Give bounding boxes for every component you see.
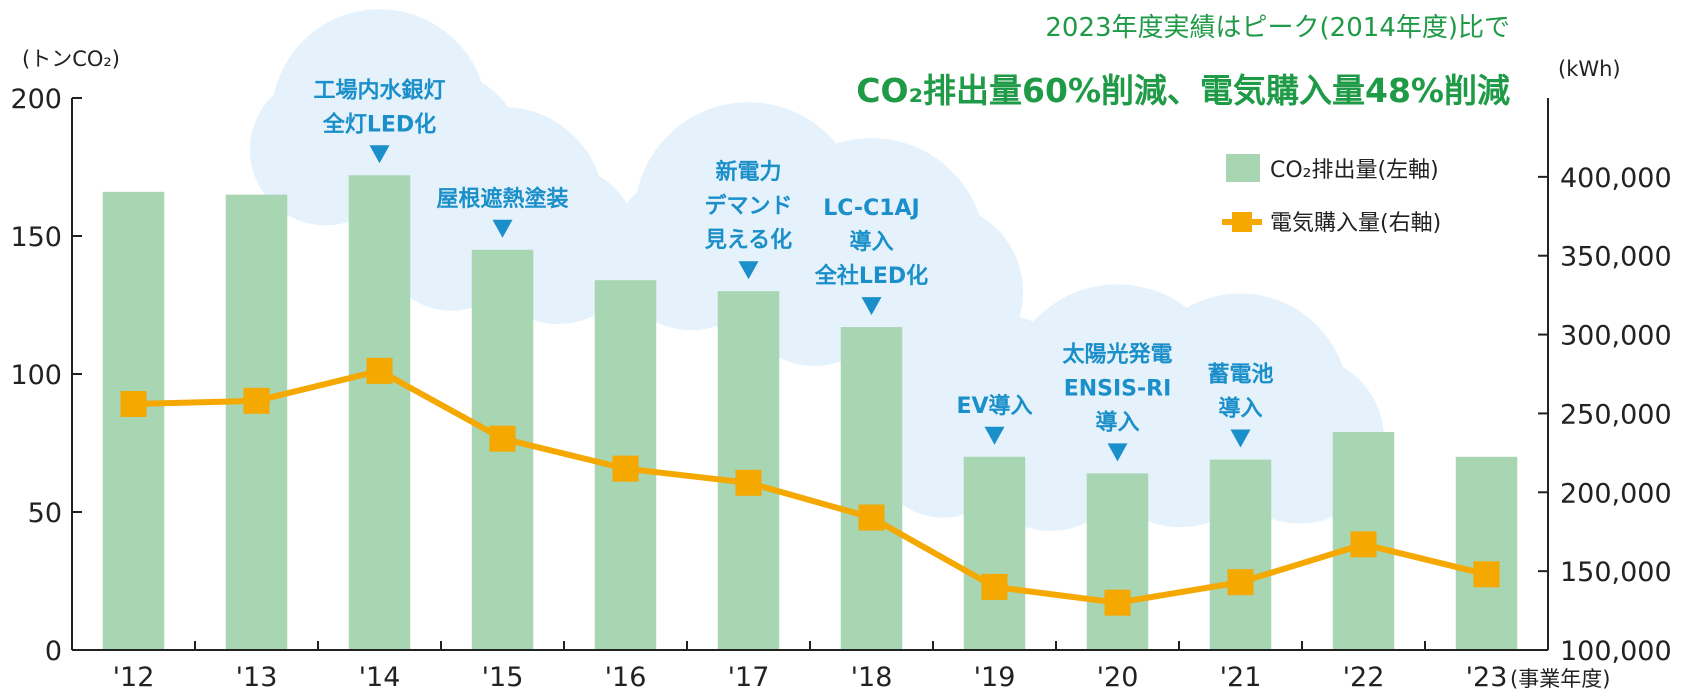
x-tick-label: '17: [728, 662, 770, 693]
co2-bar: [348, 175, 411, 650]
y-right-tick-label: 400,000: [1560, 163, 1672, 194]
electricity-line-path: [133, 367, 1488, 606]
chart-subtitle: 2023年度実績はピーク(2014年度)比で: [1045, 13, 1510, 43]
co2-bar: [963, 456, 1026, 650]
annotation-text: EV導入: [956, 393, 1032, 419]
co2-bar: [1086, 473, 1149, 650]
y-left-tick-label: 100: [10, 360, 62, 391]
x-tick-label: '20: [1097, 662, 1139, 693]
x-tick-label: '15: [482, 662, 524, 693]
annotation-marker: [861, 297, 882, 316]
x-tick-label: '18: [851, 662, 893, 693]
legend-label-electricity: 電気購入量(右軸): [1270, 211, 1441, 236]
x-tick-label: '16: [605, 662, 647, 693]
y-right-tick-label: 300,000: [1560, 321, 1672, 352]
x-tick-label: '19: [974, 662, 1016, 693]
annotation-text: 導入: [849, 229, 893, 255]
annotation-text: 見える化: [705, 227, 792, 253]
y-right-tick-label: 250,000: [1560, 399, 1672, 430]
legend-label-co2: CO₂排出量(左軸): [1270, 158, 1439, 183]
annotation-text: 全社LED化: [814, 263, 928, 289]
co2-bar: [225, 194, 288, 650]
electricity-point: [366, 357, 393, 384]
annotation-marker: [1107, 443, 1128, 462]
annotation-marker: [738, 261, 759, 280]
annotation-marker: [369, 145, 390, 164]
y-left-tick-label: 200: [10, 84, 62, 115]
co2-bar: [1209, 459, 1272, 650]
legend: CO₂排出量(左軸) 電気購入量(右軸): [1222, 154, 1441, 236]
electricity-point: [858, 504, 885, 531]
annotation-text: 太陽光発電: [1062, 342, 1172, 367]
electricity-point: [243, 387, 270, 414]
electricity-point: [981, 573, 1008, 600]
x-tick-label: '21: [1220, 662, 1262, 693]
co2-bar: [840, 327, 903, 650]
chart-title: CO₂排出量60%削減、電気購入量48%削減: [856, 71, 1510, 110]
annotation-text: 屋根遮熱塗装: [436, 186, 568, 212]
y-right-tick-label: 100,000: [1560, 636, 1672, 667]
y-right-tick-label: 150,000: [1560, 557, 1672, 588]
electricity-point: [612, 455, 639, 482]
y-left-tick-label: 150: [10, 222, 62, 253]
annotation-text: 工場内水銀灯: [313, 78, 445, 103]
electricity-line: [120, 357, 1500, 616]
annotation-marker: [984, 426, 1005, 445]
annotation-text: デマンド: [704, 193, 792, 219]
x-tick-label: '12: [113, 662, 155, 693]
co2-bar: [102, 191, 165, 650]
co2-bar: [1455, 456, 1518, 650]
x-tick-label: '14: [359, 662, 401, 693]
x-tick-label: '23: [1466, 662, 1508, 693]
x-tick-label: '22: [1343, 662, 1385, 693]
annotation-marker: [492, 219, 513, 238]
electricity-point: [489, 425, 516, 452]
electricity-point: [1104, 589, 1131, 616]
x-tick-label: '13: [236, 662, 278, 693]
y-left-tick-label: 0: [45, 636, 62, 667]
annotation-text: 新電力: [715, 159, 781, 185]
annotation-text: 全灯LED化: [322, 111, 436, 137]
y-right-tick-label: 200,000: [1560, 478, 1672, 509]
annotation-text: 導入: [1095, 409, 1139, 435]
y-right-unit: (kWh): [1558, 57, 1621, 81]
electricity-point: [1350, 531, 1377, 558]
annotations: 工場内水銀灯全灯LED化屋根遮熱塗装新電力デマンド見える化LC-C1AJ導入全社…: [313, 78, 1274, 462]
annotation-text: LC-C1AJ: [823, 196, 919, 221]
legend-marker-electricity: [1232, 212, 1252, 232]
y-right-tick-label: 350,000: [1560, 242, 1672, 273]
annotation-text: 導入: [1218, 396, 1262, 422]
electricity-point: [735, 469, 762, 496]
electricity-point: [1473, 561, 1500, 588]
electricity-point: [1227, 569, 1254, 596]
co2-bars: [102, 175, 1518, 651]
legend-swatch-co2: [1226, 154, 1260, 182]
y-left-unit: (トンCO₂): [22, 47, 120, 71]
y-left-tick-label: 50: [28, 498, 62, 529]
x-axis-suffix: (事業年度): [1510, 667, 1610, 691]
annotation-text: ENSIS-RI: [1064, 376, 1172, 401]
annotation-text: 蓄電池: [1207, 363, 1273, 388]
annotation-marker: [1230, 429, 1251, 448]
axes: 0 50 100 150 200 100,000 150,000 200,000 250,000…: [10, 84, 1671, 693]
electricity-point: [120, 390, 147, 417]
